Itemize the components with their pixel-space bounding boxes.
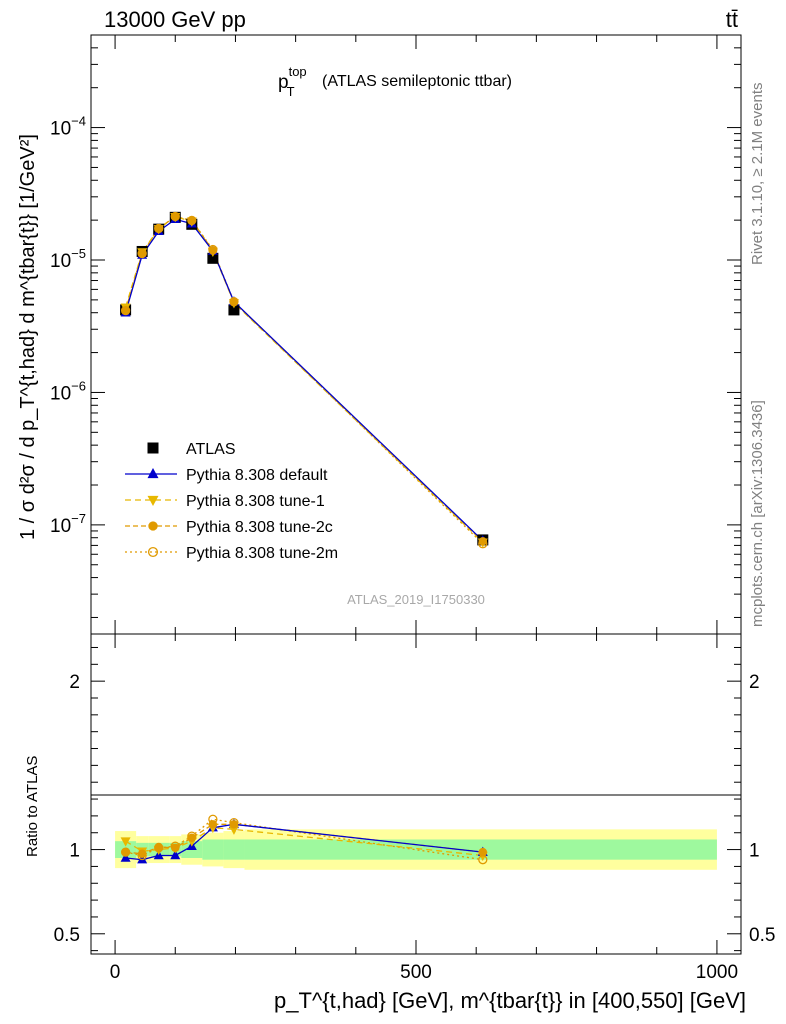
y-tick-label: 10−5 [50,246,86,272]
ratio-y-tick-label: 0.5 [54,925,80,946]
main-title-symbol: p [278,72,289,93]
ratio-point [120,837,131,847]
series-point [137,248,147,258]
analysis-watermark: ATLAS_2019_I1750330 [347,592,485,607]
ratio-y-tick-label: 1 [69,841,80,862]
beam-label: 13000 GeV pp [104,7,246,32]
legend-label: Pythia 8.308 default [186,467,328,484]
ratio-point [137,850,147,861]
series-point [170,211,180,222]
series-point [121,306,130,315]
stat-uncertainty-band [202,839,224,860]
ratio-y-tick-label: 2 [69,672,80,693]
series-point [208,244,218,255]
legend-marker [148,521,158,531]
ratio-point [170,841,180,851]
process-label: tt̄ [726,7,738,32]
series-point [154,223,163,233]
legend: ATLAS Pythia 8.308 default Pythia 8.308 tu… [125,441,338,562]
legend-label: Pythia 8.308 tune-2m [186,545,338,562]
main-y-axis: 10−7 10−6 10−5 10−4 [50,34,741,634]
legend-label: Pythia 8.308 tune-1 [186,493,325,510]
ratio-y-tick-label: 1 [749,841,760,862]
main-title: ptop T [278,64,307,99]
x-axis-label: p_T^{t,had} [GeV], m^{tbar{t}} in [400,5… [274,988,746,1013]
ratio-point [170,849,181,860]
legend-label: Pythia 8.308 tune-2c [186,519,333,536]
y-tick-label: 10−7 [50,511,86,537]
y-tick-label: 10−6 [50,378,86,404]
legend-marker [147,442,159,454]
legend-marker [147,546,159,558]
y-tick-label: 10−4 [50,114,86,140]
rivet-label: Rivet 3.1.10, ≥ 2.1M events [749,83,766,266]
mcplots-label: mcplots.cern.ch [arXiv:1306.3436] [749,400,766,627]
ratio-point [478,855,488,865]
series-point [229,297,239,307]
legend-marker [147,495,159,507]
ratio-panel: 0.5 0.5 1 1 2 2 0 500 1000 Ratio to ATLAS p_T^{t… [24,633,775,1013]
ratio-point [228,825,239,835]
ratio-uncertainty-bands [115,829,717,870]
main-marks [120,211,489,549]
ratio-axes: 0.5 0.5 1 1 2 2 0 500 1000 [54,634,775,983]
series-point [154,223,164,234]
main-title-sub: T [287,84,295,99]
series-point [120,305,131,316]
ratio-y-tick-label: 2 [749,672,760,693]
series-point [187,216,197,225]
ratio-y-tick-label: 0.5 [749,925,775,946]
ratio-point [208,814,218,824]
ratio-point [154,843,164,853]
legend-label: ATLAS [186,441,236,458]
series-point [229,296,239,307]
ratio-point [137,854,148,864]
data-point [207,252,219,264]
main-title-sup: top [289,64,307,79]
series-point [137,248,147,259]
x-tick-label: 0 [110,962,121,983]
series-point [478,539,488,549]
x-tick-label: 1000 [696,962,738,983]
series-point [187,215,197,226]
stat-uncertainty-band [223,839,245,860]
x-tick-label: 500 [400,962,432,983]
ratio-point [478,847,488,857]
data-point [228,304,240,316]
ratio-point [121,847,130,857]
series-point [171,212,180,222]
ratio-frame [90,633,742,955]
ratio-point [187,831,197,841]
ratio-y-label: Ratio to ATLAS [24,756,41,857]
legend-marker [147,467,159,479]
ratio-point [120,852,131,862]
ratio-point [120,847,131,857]
main-y-label: 1 / σ d²σ / d p_T^{t,had} d m^{tbar{t}} … [17,134,39,540]
main-title-rest: (ATLAS semileptonic ttbar) [322,73,512,90]
ratio-marks [120,814,488,865]
main-panel: 10−7 10−6 10−5 10−4 ptop T (ATLAS semilepton… [17,34,742,635]
ratio-point [229,817,239,828]
series-point [478,537,488,546]
